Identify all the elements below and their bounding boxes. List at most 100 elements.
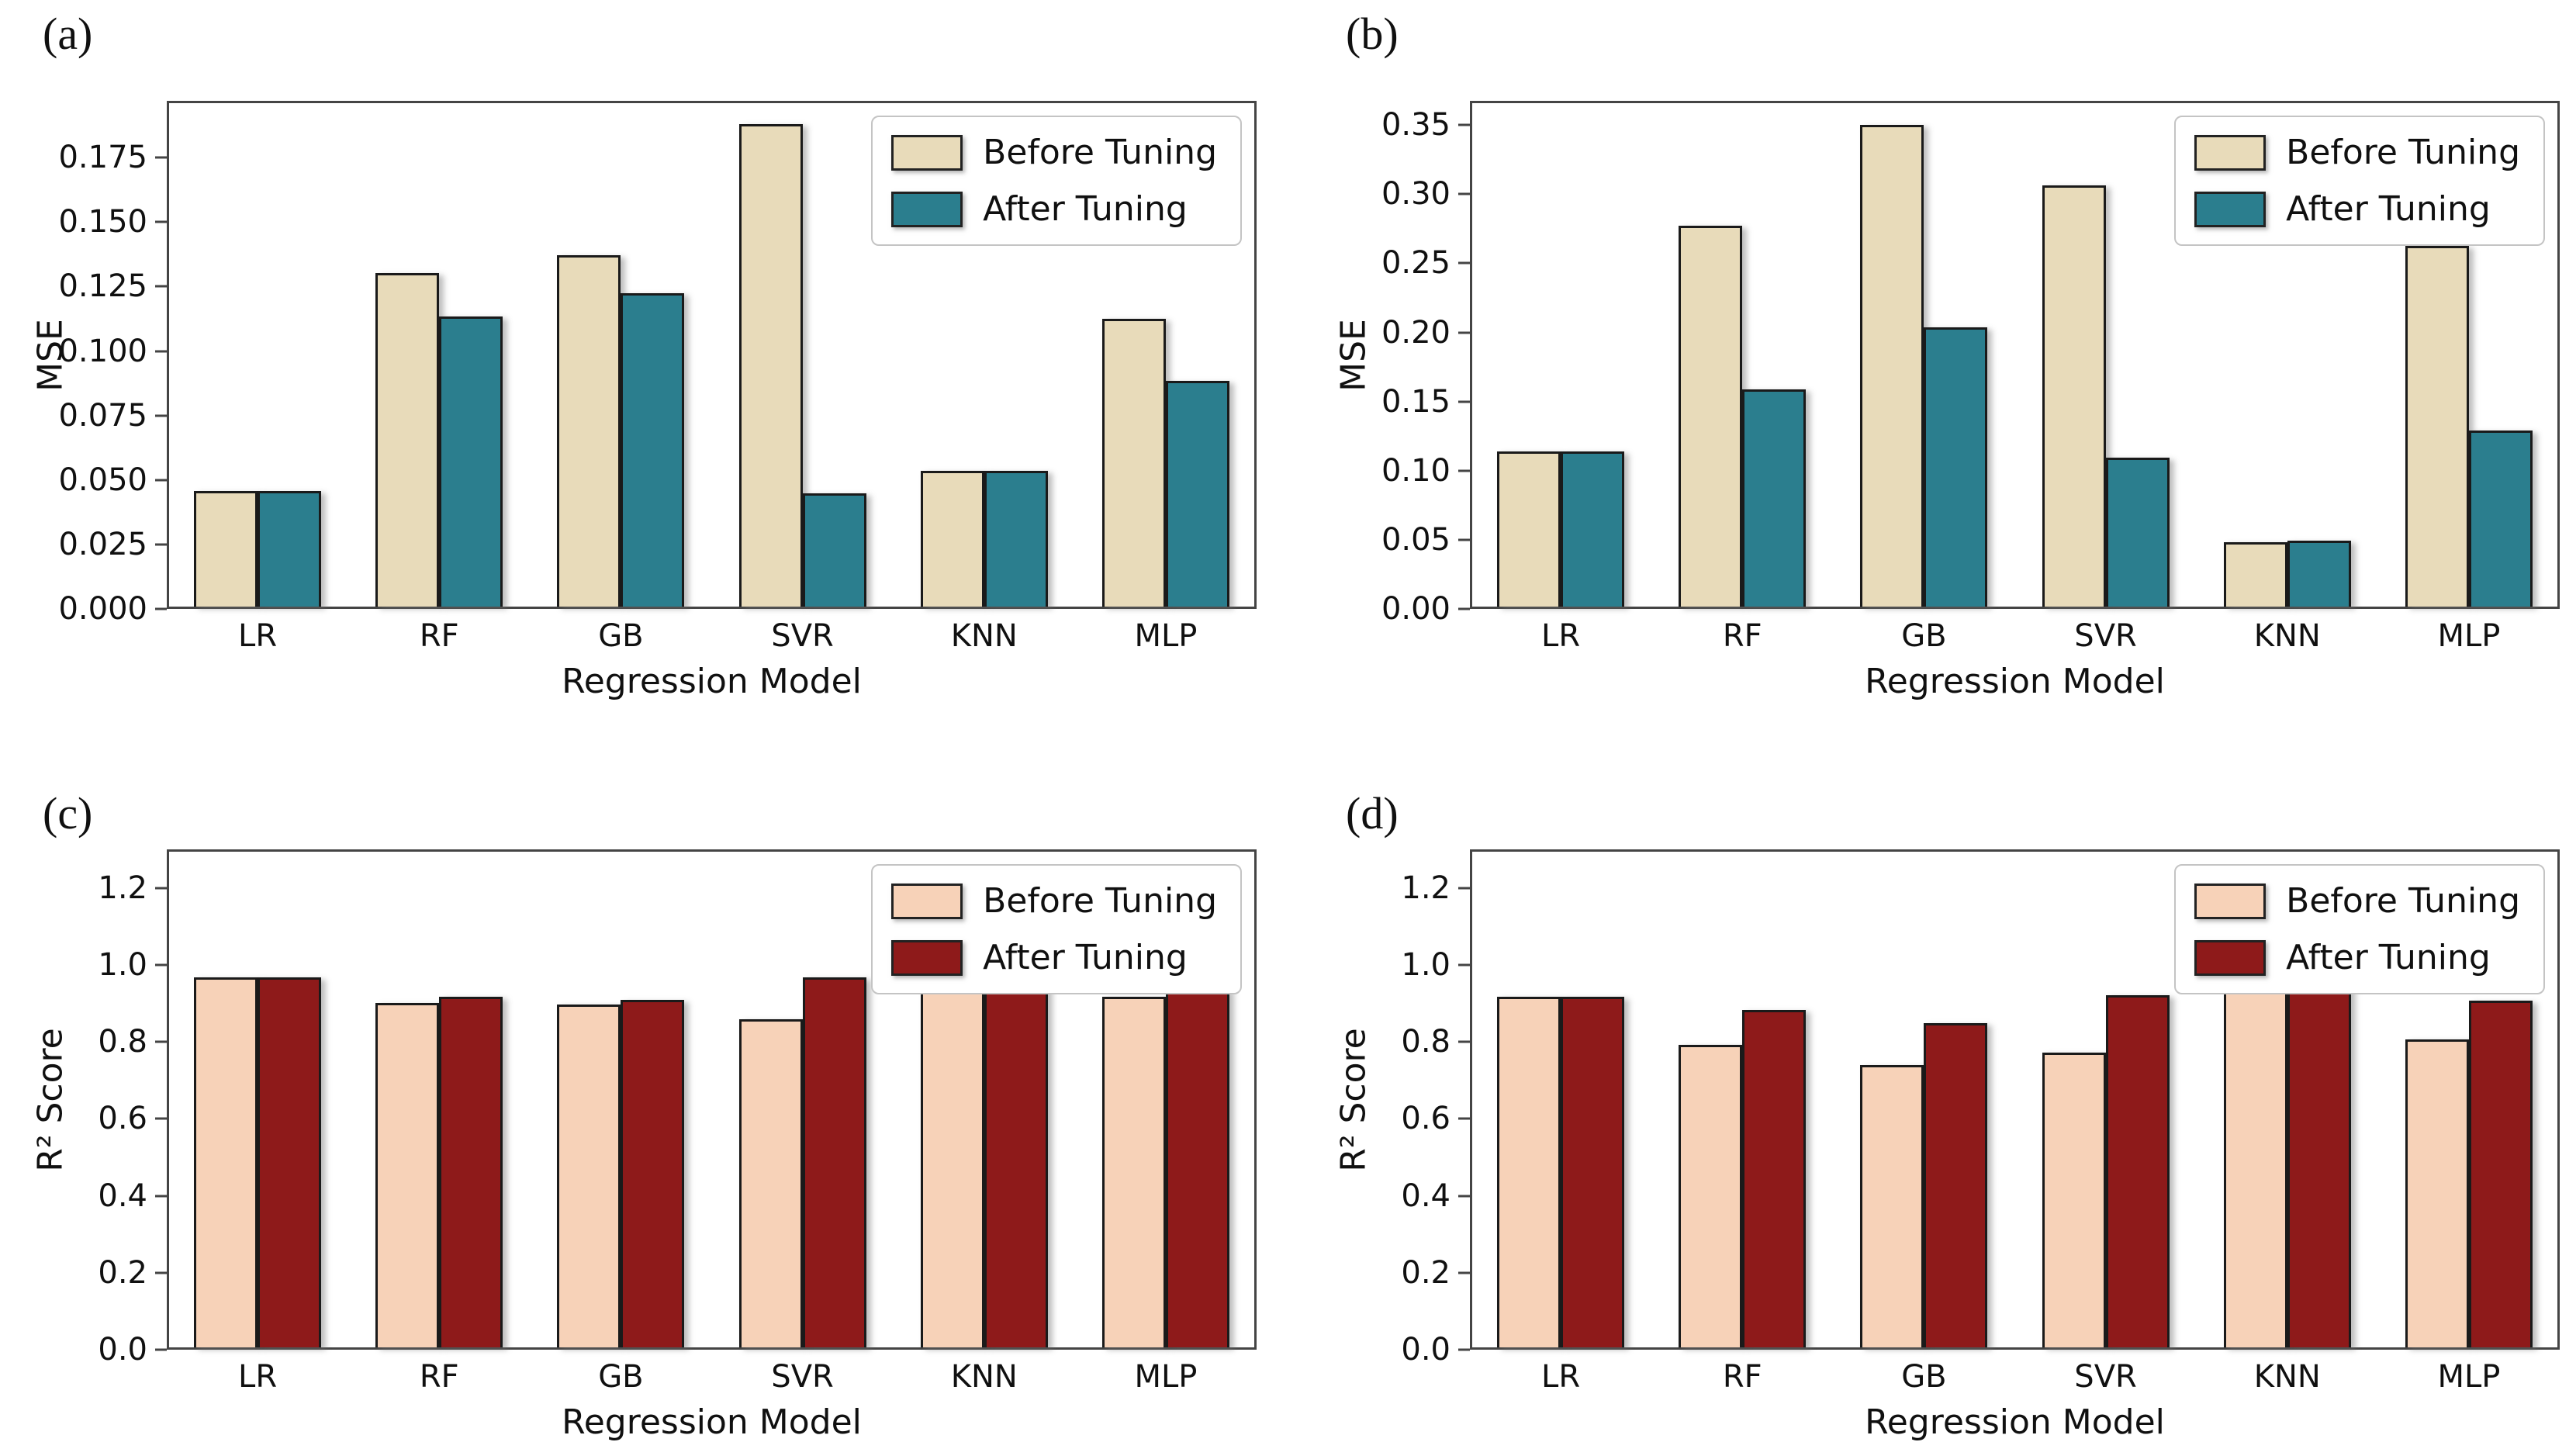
panel-label-c: (c) xyxy=(43,788,93,839)
bar-b-MLP-before xyxy=(2405,246,2469,607)
y-tick-label-b-2: 0.10 xyxy=(1381,452,1451,489)
x-tick-label-b-KNN: KNN xyxy=(2253,618,2321,654)
bar-b-KNN-after xyxy=(2287,540,2351,607)
y-tick-label-b-7: 0.35 xyxy=(1381,107,1451,144)
y-tick-label-a-1: 0.025 xyxy=(58,526,147,562)
x-tick-label-a-GB: GB xyxy=(598,618,644,654)
bar-d-MLP-after xyxy=(2468,1001,2533,1347)
x-tick-label-c-GB: GB xyxy=(598,1359,644,1395)
x-tick-label-b-LR: LR xyxy=(1541,618,1581,654)
y-tick-mark-d-0 xyxy=(1458,1348,1470,1351)
y-tick-mark-a-4 xyxy=(155,350,167,352)
x-tick-label-d-KNN: KNN xyxy=(2253,1359,2321,1395)
legend-patch-after-a xyxy=(891,191,963,227)
y-tick-mark-d-1 xyxy=(1458,1271,1470,1274)
legend-patch-before-a xyxy=(891,134,963,171)
legend-a: Before Tuning After Tuning xyxy=(871,116,1242,246)
y-tick-mark-d-2 xyxy=(1458,1195,1470,1198)
bar-a-LR-before xyxy=(194,491,258,607)
y-tick-label-c-0: 0.0 xyxy=(98,1332,147,1368)
x-tick-label-a-MLP: MLP xyxy=(1134,618,1198,654)
bar-b-SVR-before xyxy=(2042,185,2106,607)
x-tick-label-c-MLP: MLP xyxy=(1134,1359,1198,1395)
legend-row-a-0: Before Tuning xyxy=(891,133,1217,172)
x-axis-label-a: Regression Model xyxy=(562,662,862,701)
y-tick-mark-d-3 xyxy=(1458,1117,1470,1120)
y-tick-label-a-0: 0.000 xyxy=(58,591,147,627)
y-tick-mark-b-5 xyxy=(1458,261,1470,265)
legend-patch-before-d xyxy=(2194,883,2267,919)
bar-d-LR-before xyxy=(1497,996,1561,1347)
bar-b-GB-before xyxy=(1860,125,1924,607)
x-tick-label-b-GB: GB xyxy=(1901,618,1947,654)
y-tick-mark-c-0 xyxy=(155,1348,167,1351)
bar-c-GB-before xyxy=(557,1005,621,1347)
bar-a-KNN-before xyxy=(920,470,984,607)
legend-label-before-c: Before Tuning xyxy=(983,881,1217,921)
bar-c-RF-after xyxy=(439,997,503,1347)
y-tick-mark-a-1 xyxy=(155,543,167,546)
bar-d-LR-after xyxy=(1561,996,1625,1347)
bar-a-KNN-after xyxy=(984,470,1048,607)
y-tick-mark-c-6 xyxy=(155,887,167,890)
bar-c-LR-before xyxy=(194,977,258,1347)
x-tick-label-a-SVR: SVR xyxy=(771,618,834,654)
x-axis-label-c: Regression Model xyxy=(562,1402,862,1442)
legend-patch-after-d xyxy=(2194,939,2267,976)
y-tick-mark-b-0 xyxy=(1458,607,1470,610)
y-tick-label-d-6: 1.2 xyxy=(1401,870,1451,906)
y-tick-label-a-3: 0.075 xyxy=(58,397,147,434)
y-tick-mark-c-4 xyxy=(155,1040,167,1043)
x-tick-label-a-KNN: KNN xyxy=(950,618,1018,654)
legend-row-d-0: Before Tuning xyxy=(2194,881,2520,921)
y-tick-label-b-0: 0.00 xyxy=(1381,591,1451,627)
bar-c-SVR-after xyxy=(802,977,866,1347)
legend-label-after-b: After Tuning xyxy=(2286,189,2491,229)
y-tick-label-d-3: 0.6 xyxy=(1401,1101,1451,1137)
y-tick-label-b-6: 0.30 xyxy=(1381,176,1451,213)
bar-d-SVR-after xyxy=(2105,994,2170,1347)
bar-a-RF-after xyxy=(439,316,503,607)
y-tick-mark-b-2 xyxy=(1458,469,1470,472)
bar-c-RF-before xyxy=(375,1002,440,1347)
plot-area-a: Before Tuning After Tuning xyxy=(167,101,1257,609)
bar-c-MLP-after xyxy=(1165,989,1229,1347)
bar-d-KNN-after xyxy=(2287,978,2351,1347)
y-tick-label-b-1: 0.05 xyxy=(1381,521,1451,558)
x-tick-label-b-MLP: MLP xyxy=(2437,618,2501,654)
y-tick-label-c-4: 0.8 xyxy=(98,1024,147,1060)
bar-d-KNN-before xyxy=(2223,978,2287,1347)
y-tick-label-c-2: 0.4 xyxy=(98,1177,147,1214)
x-tick-label-d-LR: LR xyxy=(1541,1359,1581,1395)
legend-patch-before-c xyxy=(891,883,963,919)
y-tick-mark-b-3 xyxy=(1458,400,1470,403)
bar-b-LR-before xyxy=(1497,451,1561,607)
y-tick-label-c-6: 1.2 xyxy=(98,870,147,906)
legend-label-after-a: After Tuning xyxy=(983,189,1188,229)
legend-patch-after-b xyxy=(2194,191,2267,227)
legend-label-before-d: Before Tuning xyxy=(2286,881,2520,921)
panel-label-b: (b) xyxy=(1346,9,1399,59)
x-tick-label-b-SVR: SVR xyxy=(2074,618,2137,654)
bar-c-LR-after xyxy=(258,977,322,1347)
bar-d-GB-before xyxy=(1860,1065,1924,1347)
y-tick-label-c-1: 0.2 xyxy=(98,1254,147,1291)
bar-a-GB-before xyxy=(557,254,621,607)
bar-c-MLP-before xyxy=(1101,996,1166,1347)
bar-b-SVR-after xyxy=(2105,458,2170,607)
legend-row-c-1: After Tuning xyxy=(891,938,1217,977)
y-tick-label-d-5: 1.0 xyxy=(1401,946,1451,983)
y-tick-mark-c-3 xyxy=(155,1117,167,1120)
panel-c: (c) Before Tuning After Tuning R² Score Regr… xyxy=(0,749,1288,1442)
bar-d-RF-after xyxy=(1742,1010,1807,1347)
panel-label-a: (a) xyxy=(43,9,93,59)
legend-d: Before Tuning After Tuning xyxy=(2174,864,2545,994)
y-tick-mark-a-7 xyxy=(155,156,167,159)
y-tick-label-c-5: 1.0 xyxy=(98,946,147,983)
y-tick-mark-a-5 xyxy=(155,285,167,288)
y-tick-label-d-2: 0.4 xyxy=(1401,1177,1451,1214)
y-tick-label-c-3: 0.6 xyxy=(98,1101,147,1137)
y-tick-mark-b-6 xyxy=(1458,192,1470,195)
x-tick-label-c-RF: RF xyxy=(419,1359,459,1395)
